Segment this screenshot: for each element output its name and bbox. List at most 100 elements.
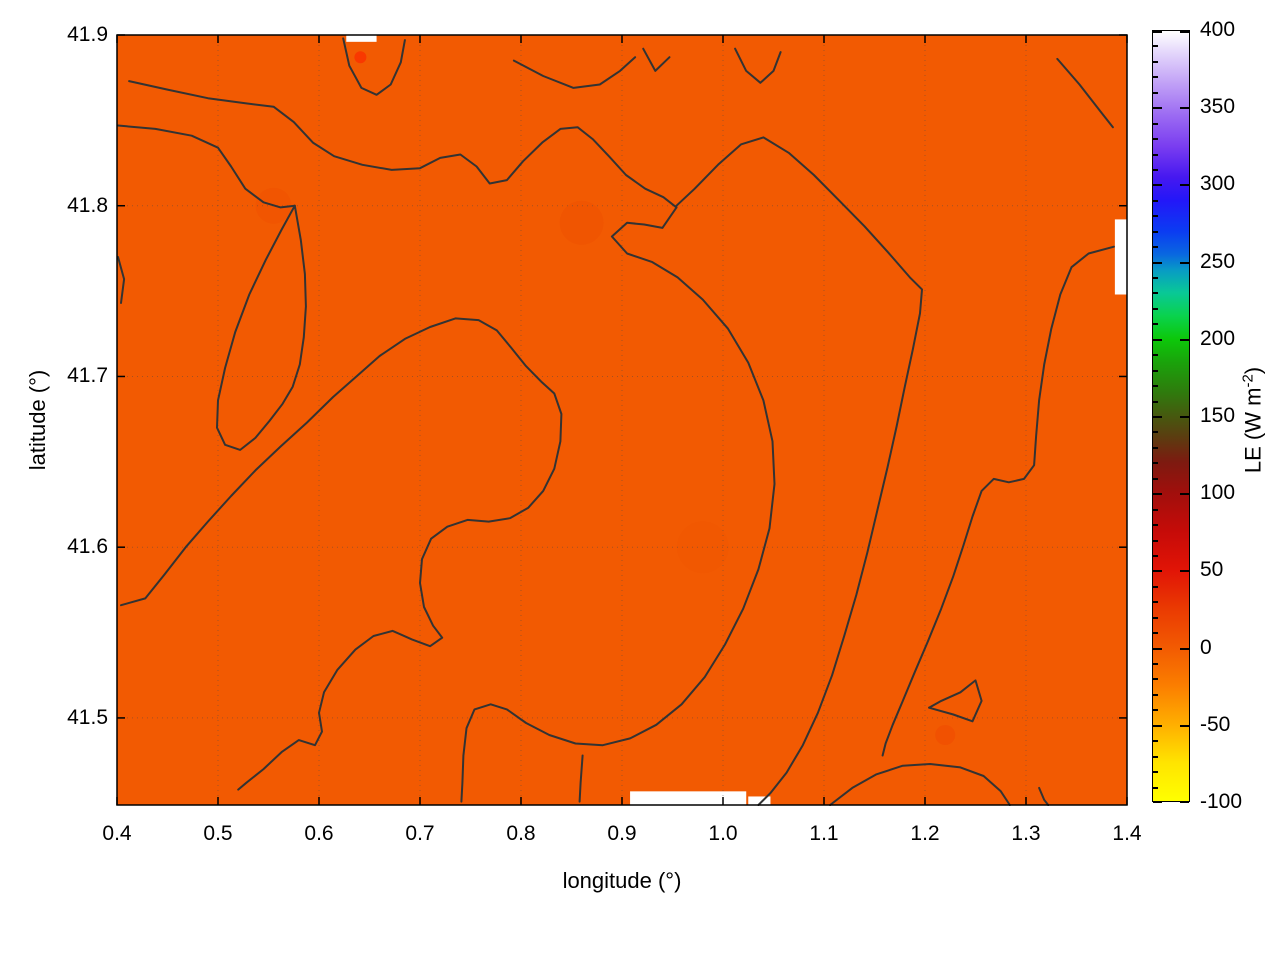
- missing-data-region: [1114, 219, 1127, 295]
- colorbar-minor-tick: [1153, 554, 1158, 557]
- colorbar-major-tick: [1153, 801, 1162, 803]
- colorbar-minor-tick: [1153, 786, 1158, 789]
- colorbar-minor-tick: [1153, 199, 1158, 202]
- x-tick-label: 0.8: [506, 822, 536, 845]
- colorbar-label: LE (W m-2): [1239, 367, 1266, 473]
- colorbar-minor-tick: [1153, 524, 1158, 527]
- contour-line: [460, 206, 776, 803]
- contour-line: [734, 47, 782, 84]
- colorbar-major-tick-mirror: [1180, 338, 1189, 341]
- contour-line: [1038, 786, 1050, 806]
- colorbar-minor-tick: [1153, 122, 1158, 125]
- x-tick-label: 0.9: [607, 822, 637, 845]
- colorbar-minor-tick: [1153, 168, 1158, 171]
- colorbar-major-tick-mirror: [1180, 724, 1189, 727]
- x-tick-label: 0.4: [102, 822, 132, 845]
- contour-line: [1056, 57, 1114, 129]
- colorbar-tick-label: -100: [1200, 790, 1243, 813]
- colorbar-major-tick-mirror: [1180, 31, 1189, 33]
- colorbar-minor-tick: [1153, 693, 1158, 696]
- colorbar-tick-label: 0: [1200, 635, 1212, 659]
- x-tick-label: 1.4: [1112, 822, 1142, 845]
- colorbar-major-tick: [1153, 31, 1162, 33]
- contour-line: [128, 80, 678, 209]
- colorbar-tick-label: 300: [1200, 172, 1236, 196]
- colorbar-major-tick: [1153, 338, 1162, 341]
- missing-data-region: [346, 35, 377, 42]
- colorbar-minor-tick: [1153, 307, 1158, 310]
- contour-line: [117, 124, 296, 209]
- colorbar-minor-tick: [1153, 400, 1158, 403]
- contour-line: [642, 47, 671, 72]
- contour-line: [512, 56, 637, 89]
- colorbar-minor-tick: [1153, 323, 1158, 326]
- colorbar-minor-tick: [1153, 277, 1158, 280]
- colorbar-minor-tick: [1153, 477, 1158, 480]
- colorbar-minor-tick: [1153, 678, 1158, 681]
- x-axis-label: longitude (°): [562, 868, 682, 893]
- x-tick-label: 1.1: [809, 822, 839, 845]
- contour-line: [675, 136, 923, 806]
- missing-data-region: [630, 791, 747, 805]
- colorbar-label-superscript: -2: [1239, 374, 1257, 388]
- contour-line: [216, 204, 307, 451]
- colorbar-tick-label: -50: [1200, 712, 1231, 736]
- colorbar-tick-label: 150: [1200, 404, 1236, 427]
- colorbar-major-tick-mirror: [1180, 647, 1189, 650]
- colorbar-major-tick-mirror: [1180, 801, 1189, 803]
- colorbar-major-tick-mirror: [1180, 570, 1189, 573]
- colorbar-minor-tick: [1153, 601, 1158, 604]
- y-tick-label: 41.6: [67, 535, 108, 559]
- colorbar-minor-tick: [1153, 76, 1158, 79]
- colorbar-major-tick: [1153, 184, 1162, 187]
- colorbar-minor-tick: [1153, 632, 1158, 635]
- field-hot-spot: [354, 51, 367, 64]
- colorbar-minor-tick: [1153, 508, 1158, 511]
- x-tick-label: 0.7: [405, 822, 435, 845]
- missing-data-region: [748, 796, 771, 805]
- x-tick-label: 0.6: [304, 822, 334, 845]
- field-hot-spot: [676, 521, 729, 574]
- y-tick-label: 41.9: [67, 23, 108, 46]
- colorbar-major-tick-mirror: [1180, 493, 1189, 496]
- x-tick-label: 1.3: [1011, 822, 1041, 845]
- contour-line: [578, 754, 584, 803]
- colorbar-major-tick-mirror: [1180, 184, 1189, 187]
- colorbar-tick-label: 200: [1200, 326, 1236, 350]
- y-tick-label: 41.5: [67, 705, 108, 729]
- colorbar-minor-tick: [1153, 60, 1158, 63]
- colorbar-major-tick: [1153, 724, 1162, 727]
- colorbar-tick-label: 350: [1200, 95, 1236, 119]
- colorbar-minor-tick: [1153, 369, 1158, 372]
- colorbar-minor-tick: [1153, 153, 1158, 156]
- contour-line: [829, 763, 1011, 806]
- x-tick-label: 1.0: [708, 822, 738, 845]
- colorbar-minor-tick: [1153, 292, 1158, 295]
- colorbar-tick-label: 50: [1200, 558, 1224, 582]
- colorbar-minor-tick: [1153, 431, 1158, 434]
- field-hot-spot: [559, 200, 604, 245]
- heatmap-field: [117, 35, 1127, 805]
- contour-line: [117, 256, 126, 304]
- contour-line: [342, 37, 406, 96]
- colorbar-minor-tick: [1153, 585, 1158, 588]
- colorbar-major-tick: [1153, 107, 1162, 110]
- colorbar-tick-label: 250: [1200, 249, 1236, 273]
- contour-line: [928, 679, 983, 723]
- colorbar-label-text: LE (W m: [1240, 387, 1266, 474]
- contour-line: [881, 245, 1115, 757]
- x-tick-label: 0.5: [203, 822, 233, 845]
- colorbar-major-tick: [1153, 493, 1162, 496]
- colorbar-minor-tick: [1153, 616, 1158, 619]
- x-tick-label: 1.2: [910, 822, 940, 845]
- y-tick-label: 41.8: [67, 193, 108, 217]
- colorbar-major-tick: [1153, 570, 1162, 573]
- colorbar-major-tick-mirror: [1180, 107, 1189, 110]
- colorbar-minor-tick: [1153, 45, 1158, 48]
- colorbar-minor-tick: [1153, 663, 1158, 666]
- colorbar-major-tick: [1153, 647, 1162, 650]
- colorbar-minor-tick: [1153, 709, 1158, 712]
- field-hot-spot: [935, 725, 956, 745]
